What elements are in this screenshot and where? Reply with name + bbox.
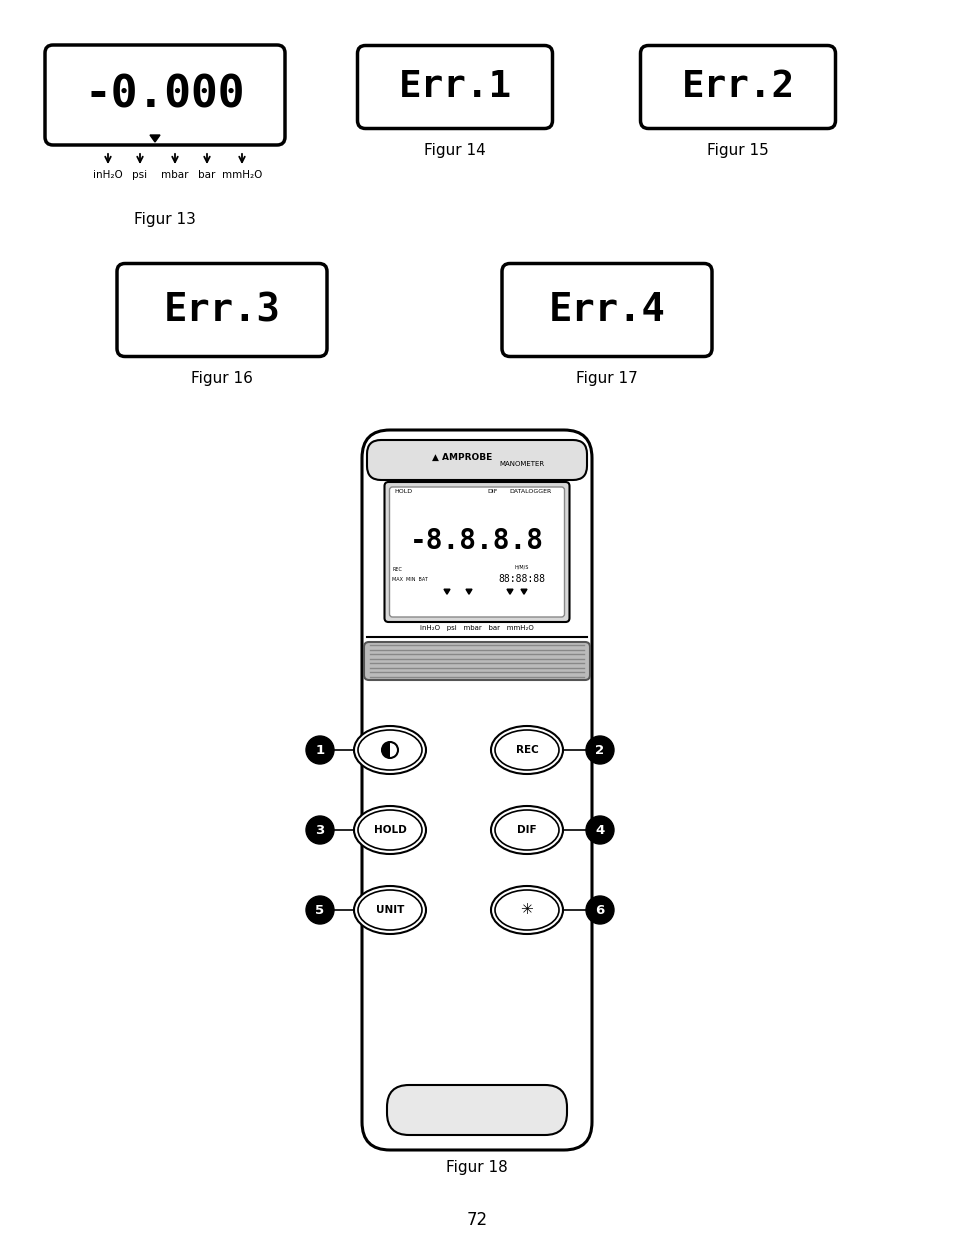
Text: mmH₂O: mmH₂O [222,170,262,180]
Text: H/M/S: H/M/S [515,565,529,570]
Text: Figur 16: Figur 16 [191,370,253,385]
Text: HOLD: HOLD [374,825,406,835]
Ellipse shape [491,726,562,774]
Text: 4: 4 [595,824,604,836]
Circle shape [306,896,334,924]
Text: -8.8.8.8: -8.8.8.8 [410,526,543,555]
Ellipse shape [491,886,562,934]
FancyBboxPatch shape [357,45,552,129]
Text: REC: REC [392,566,402,571]
Text: 6: 6 [595,904,604,916]
FancyBboxPatch shape [117,264,327,356]
Text: bar: bar [198,170,215,180]
Text: psi: psi [132,170,148,180]
Ellipse shape [357,730,421,770]
Ellipse shape [495,890,558,930]
Text: UNIT: UNIT [375,905,404,915]
Text: 1: 1 [315,744,324,756]
Text: Figur 17: Figur 17 [576,370,638,385]
Text: Err.1: Err.1 [398,69,511,105]
FancyBboxPatch shape [361,430,592,1150]
Ellipse shape [354,886,426,934]
Text: MANOMETER: MANOMETER [499,461,544,468]
Polygon shape [443,589,450,594]
Polygon shape [150,135,160,142]
Text: Err.2: Err.2 [680,69,794,105]
Text: DIF: DIF [486,489,497,494]
Circle shape [306,736,334,764]
FancyBboxPatch shape [45,45,285,145]
FancyBboxPatch shape [367,440,586,480]
Wedge shape [381,742,390,758]
Text: Err.3: Err.3 [163,291,280,329]
Text: DIF: DIF [517,825,537,835]
Text: Err.4: Err.4 [548,291,665,329]
Polygon shape [465,589,472,594]
Text: 5: 5 [315,904,324,916]
Polygon shape [506,589,513,594]
Ellipse shape [354,726,426,774]
Text: 3: 3 [315,824,324,836]
Ellipse shape [495,810,558,850]
Ellipse shape [357,890,421,930]
Circle shape [585,896,614,924]
FancyBboxPatch shape [364,642,589,680]
Text: ▲ AMPROBE: ▲ AMPROBE [432,452,492,461]
Text: Figur 15: Figur 15 [706,142,768,158]
Text: Figur 14: Figur 14 [424,142,485,158]
Text: -0.000: -0.000 [85,74,245,116]
Text: Figur 18: Figur 18 [446,1160,507,1175]
Text: mbar: mbar [161,170,189,180]
Text: MAX  MIN  BAT: MAX MIN BAT [392,576,428,581]
Text: DATALOGGER: DATALOGGER [509,489,551,494]
Circle shape [585,816,614,844]
Text: HOLD: HOLD [395,489,413,494]
FancyBboxPatch shape [639,45,835,129]
Text: 88:88:88: 88:88:88 [498,574,545,584]
Text: 72: 72 [466,1211,487,1229]
Circle shape [306,816,334,844]
Text: REC: REC [515,745,537,755]
Ellipse shape [491,806,562,854]
Ellipse shape [354,806,426,854]
Ellipse shape [495,730,558,770]
Text: 2: 2 [595,744,604,756]
FancyBboxPatch shape [384,482,569,622]
Text: inH₂O: inH₂O [93,170,123,180]
FancyBboxPatch shape [389,488,564,618]
Circle shape [585,736,614,764]
FancyBboxPatch shape [501,264,711,356]
Ellipse shape [357,810,421,850]
Text: inH₂O   psi   mbar   bar   mmH₂O: inH₂O psi mbar bar mmH₂O [419,625,534,631]
FancyBboxPatch shape [387,1085,566,1135]
Text: ✳: ✳ [520,902,533,918]
Text: Figur 13: Figur 13 [134,213,195,228]
Polygon shape [520,589,526,594]
